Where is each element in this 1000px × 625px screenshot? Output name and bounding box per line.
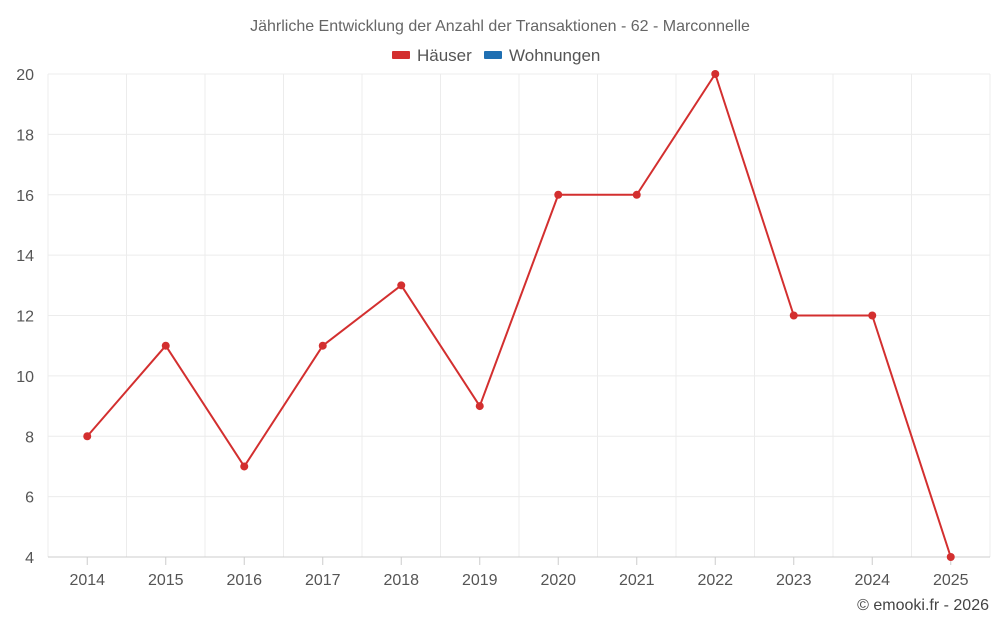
legend-swatch-haeuser (392, 51, 410, 59)
data-point-2018[interactable] (397, 281, 406, 290)
credit-text: © emooki.fr - 2026 (857, 597, 989, 614)
x-tick-label: 2021 (619, 572, 655, 589)
y-tick-label: 20 (16, 67, 34, 84)
legend-item-haeuser[interactable]: Häuser (392, 46, 472, 65)
data-point-2015[interactable] (161, 341, 170, 350)
data-point-2016[interactable] (240, 462, 249, 471)
legend: Häuser Wohnungen (392, 46, 600, 65)
x-tick-label: 2020 (540, 572, 576, 589)
y-tick-label: 12 (16, 309, 34, 326)
data-point-2023[interactable] (789, 311, 798, 320)
series-line-haeuser (86, 73, 952, 558)
data-point-2024[interactable] (868, 311, 877, 320)
y-tick-label: 10 (16, 369, 34, 386)
y-tick-label: 14 (16, 248, 34, 265)
x-tick-label: 2019 (462, 572, 498, 589)
x-tick-label: 2014 (69, 572, 105, 589)
x-tick-label: 2024 (854, 572, 890, 589)
chart-title: Jährliche Entwicklung der Anzahl der Tra… (250, 18, 750, 35)
x-axis-ticks: 2014 2015 2016 2017 2018 2019 2020 2021 2022 2023… (69, 557, 969, 589)
data-point-2020[interactable] (554, 190, 563, 199)
data-point-2014[interactable] (83, 432, 92, 441)
data-point-2017[interactable] (318, 341, 327, 350)
y-tick-label: 6 (25, 490, 34, 507)
x-tick-label: 2018 (383, 572, 419, 589)
legend-label-wohnungen: Wohnungen (509, 46, 600, 65)
legend-swatch-wohnungen (484, 51, 502, 59)
legend-item-wohnungen[interactable]: Wohnungen (484, 46, 600, 65)
y-tick-label: 18 (16, 127, 34, 144)
data-point-2019[interactable] (475, 402, 484, 411)
x-tick-label: 2023 (776, 572, 812, 589)
y-tick-label: 8 (25, 429, 34, 446)
x-tick-label: 2015 (148, 572, 184, 589)
x-tick-label: 2022 (697, 572, 733, 589)
x-tick-label: 2025 (933, 572, 969, 589)
y-tick-label: 16 (16, 188, 34, 205)
series-haeuser (83, 70, 955, 561)
data-point-2021[interactable] (632, 190, 641, 199)
data-point-2022[interactable] (711, 70, 720, 78)
legend-label-haeuser: Häuser (417, 46, 472, 65)
x-tick-label: 2016 (226, 572, 262, 589)
data-point-2025[interactable] (946, 553, 955, 561)
x-tick-label: 2017 (305, 572, 341, 589)
y-tick-label: 4 (25, 550, 34, 567)
y-axis-ticks: 4 6 8 10 12 14 16 18 20 (16, 67, 34, 567)
